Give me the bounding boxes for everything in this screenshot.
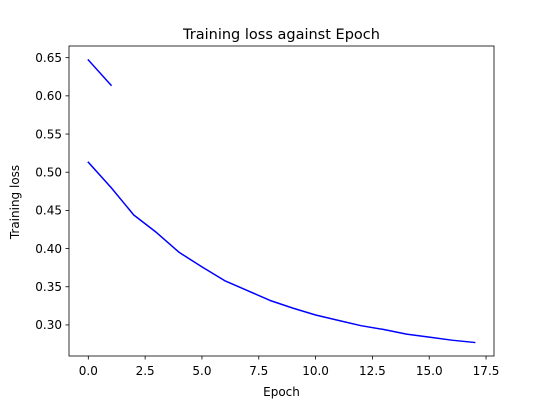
y-tick-label: 0.45 [35, 204, 62, 218]
x-tick-label: 2.5 [136, 364, 155, 378]
axes-layer: 0.0 2.5 5.0 7.5 10.0 12.5 15.0 17.5 0.30 0.35 0.40… [35, 45, 500, 378]
y-tick-label: 0.35 [35, 280, 62, 294]
y-tick-label: 0.60 [35, 89, 62, 103]
plot-frame [68, 45, 495, 357]
y-axis-label: Training loss [8, 165, 22, 240]
x-tick-label: 17.5 [473, 364, 500, 378]
y-tick-label: 0.30 [35, 318, 62, 332]
y-tick-label: 0.40 [35, 242, 62, 256]
series-line-2 [87, 161, 476, 344]
y-tick-label: 0.55 [35, 127, 62, 141]
x-tick-label: 7.5 [249, 364, 268, 378]
series-layer [87, 58, 476, 344]
x-tick-label: 15.0 [416, 364, 443, 378]
x-axis-label: Epoch [263, 385, 300, 399]
x-tick-label: 5.0 [192, 364, 211, 378]
y-tick-label: 0.65 [35, 51, 62, 65]
x-tick-label: 12.5 [359, 364, 386, 378]
x-tick-label: 0.0 [79, 364, 98, 378]
x-tick-label: 10.0 [302, 364, 329, 378]
series-line-1 [87, 58, 113, 87]
y-tick-label: 0.50 [35, 166, 62, 180]
chart-title: Training loss against Epoch [182, 27, 380, 43]
